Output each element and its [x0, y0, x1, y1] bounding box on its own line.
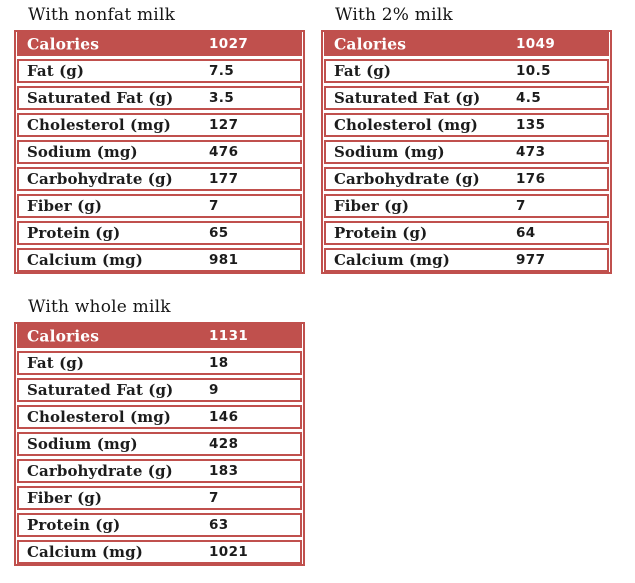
row-label: Saturated Fat (g) — [27, 89, 174, 107]
row-value: 7 — [209, 490, 219, 506]
row-label: Saturated Fat (g) — [334, 89, 481, 107]
row-value: 65 — [209, 225, 229, 241]
row-label: Cholesterol (mg) — [27, 116, 171, 134]
row-value: 428 — [209, 436, 239, 452]
row-value: 64 — [516, 225, 536, 241]
table-title: With whole milk — [28, 297, 171, 317]
row-label: Fiber (g) — [27, 489, 103, 507]
table-row: Cholesterol (mg) 146 — [17, 405, 302, 429]
table-row: Carbohydrate (g) 183 — [17, 459, 302, 483]
table-row: Fat (g) 18 — [17, 351, 302, 375]
table-row: Fat (g) 10.5 — [324, 59, 609, 83]
table-row: Sodium (mg) 476 — [17, 140, 302, 164]
row-value: 1021 — [209, 544, 249, 560]
table-row: Calcium (mg) 1021 — [17, 540, 302, 564]
table-row: Sodium (mg) 428 — [17, 432, 302, 456]
row-value: 1027 — [209, 36, 249, 52]
row-label: Fat (g) — [27, 62, 85, 80]
table-row: Fat (g) 7.5 — [17, 59, 302, 83]
row-label: Cholesterol (mg) — [334, 116, 478, 134]
row-label: Fat (g) — [27, 354, 85, 372]
row-value: 177 — [209, 171, 239, 187]
table-row: Fiber (g) 7 — [324, 194, 609, 218]
row-value: 183 — [209, 463, 239, 479]
row-label: Sodium (mg) — [334, 143, 445, 161]
table-header-row: Calories 1049 — [324, 32, 609, 56]
row-value: 146 — [209, 409, 239, 425]
data-table: Calories 1131 Fat (g) 18 Saturated Fat (g) 9 C… — [14, 322, 305, 566]
row-value: 1049 — [516, 36, 556, 52]
row-value: 977 — [516, 252, 546, 268]
table-header-row: Calories 1131 — [17, 324, 302, 348]
row-value: 10.5 — [516, 63, 551, 79]
row-label: Calcium (mg) — [27, 251, 143, 269]
row-label: Fat (g) — [334, 62, 392, 80]
table-row: Carbohydrate (g) 177 — [17, 167, 302, 191]
row-label: Fiber (g) — [27, 197, 103, 215]
table-header-row: Calories 1027 — [17, 32, 302, 56]
row-value: 473 — [516, 144, 546, 160]
table-row: Protein (g) 63 — [17, 513, 302, 537]
table-nonfat-milk: With nonfat milk Calories 1027 Fat (g) 7.5 S… — [14, 3, 305, 274]
table-row: Saturated Fat (g) 4.5 — [324, 86, 609, 110]
row-label: Protein (g) — [27, 224, 121, 242]
table-row: Cholesterol (mg) 127 — [17, 113, 302, 137]
row-value: 127 — [209, 117, 239, 133]
table-title: With nonfat milk — [28, 5, 176, 25]
row-label: Calcium (mg) — [334, 251, 450, 269]
row-value: 7 — [209, 198, 219, 214]
table-row: Sodium (mg) 473 — [324, 140, 609, 164]
row-label: Calories — [27, 34, 100, 54]
row-label: Carbohydrate (g) — [334, 170, 480, 188]
row-label: Fiber (g) — [334, 197, 410, 215]
row-label: Sodium (mg) — [27, 143, 138, 161]
row-label: Cholesterol (mg) — [27, 408, 171, 426]
row-label: Calcium (mg) — [27, 543, 143, 561]
table-row: Calcium (mg) 977 — [324, 248, 609, 272]
table-row: Fiber (g) 7 — [17, 194, 302, 218]
row-value: 3.5 — [209, 90, 235, 106]
row-label: Sodium (mg) — [27, 435, 138, 453]
table-row: Saturated Fat (g) 9 — [17, 378, 302, 402]
table-row: Carbohydrate (g) 176 — [324, 167, 609, 191]
table-2percent-milk: With 2% milk Calories 1049 Fat (g) 10.5 Satu… — [321, 3, 612, 274]
row-value: 4.5 — [516, 90, 542, 106]
row-value: 7.5 — [209, 63, 235, 79]
data-table: Calories 1027 Fat (g) 7.5 Saturated Fat (g) 3… — [14, 30, 305, 274]
row-label: Calories — [334, 34, 407, 54]
row-value: 135 — [516, 117, 546, 133]
table-whole-milk: With whole milk Calories 1131 Fat (g) 18 Sat… — [14, 295, 305, 566]
row-label: Carbohydrate (g) — [27, 462, 173, 480]
row-value: 63 — [209, 517, 229, 533]
data-table: Calories 1049 Fat (g) 10.5 Saturated Fat (g)… — [321, 30, 612, 274]
row-label: Protein (g) — [334, 224, 428, 242]
row-value: 18 — [209, 355, 229, 371]
row-label: Carbohydrate (g) — [27, 170, 173, 188]
table-row: Calcium (mg) 981 — [17, 248, 302, 272]
table-row: Protein (g) 64 — [324, 221, 609, 245]
row-value: 981 — [209, 252, 239, 268]
row-value: 7 — [516, 198, 526, 214]
row-value: 9 — [209, 382, 219, 398]
table-row: Cholesterol (mg) 135 — [324, 113, 609, 137]
row-label: Saturated Fat (g) — [27, 381, 174, 399]
table-row: Fiber (g) 7 — [17, 486, 302, 510]
row-value: 1131 — [209, 328, 249, 344]
row-label: Protein (g) — [27, 516, 121, 534]
row-value: 176 — [516, 171, 546, 187]
table-row: Protein (g) 65 — [17, 221, 302, 245]
row-value: 476 — [209, 144, 239, 160]
table-row: Saturated Fat (g) 3.5 — [17, 86, 302, 110]
table-title: With 2% milk — [335, 5, 453, 25]
row-label: Calories — [27, 326, 100, 346]
